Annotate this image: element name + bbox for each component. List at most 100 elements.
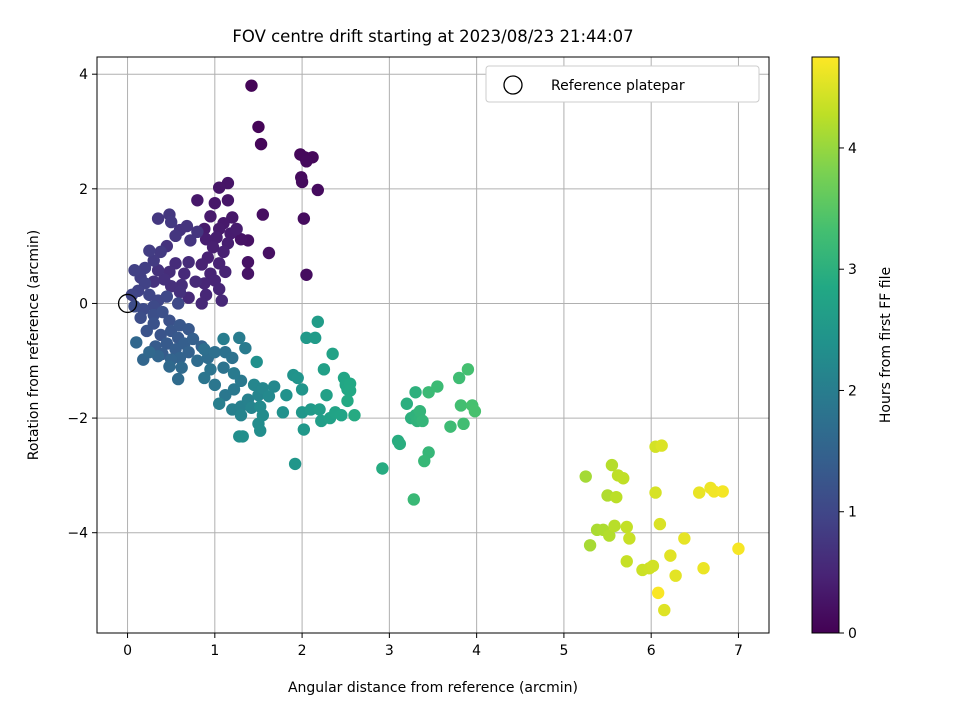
data-point bbox=[206, 241, 220, 254]
y-axis-label: Rotation from reference (arcmin) bbox=[26, 230, 42, 460]
data-point bbox=[348, 409, 361, 422]
data-point bbox=[175, 361, 188, 374]
data-point bbox=[191, 225, 204, 239]
data-point bbox=[173, 285, 187, 299]
data-point bbox=[217, 245, 230, 259]
data-point bbox=[189, 275, 202, 288]
data-point bbox=[295, 383, 309, 396]
plot-area bbox=[97, 57, 769, 633]
legend-box bbox=[485, 65, 760, 103]
data-point bbox=[184, 234, 197, 247]
data-point bbox=[697, 562, 710, 575]
data-point bbox=[215, 294, 228, 307]
data-point bbox=[583, 539, 597, 552]
data-point bbox=[603, 529, 616, 542]
x-axis-label: Angular distance from reference (arcmin) bbox=[288, 680, 578, 696]
data-point bbox=[605, 458, 619, 472]
data-point bbox=[300, 155, 313, 168]
data-points bbox=[125, 79, 745, 617]
x-axis-ticks: 0 1 2 3 4 5 6 7 bbox=[123, 633, 743, 659]
colorbar-tick-label: 4 bbox=[848, 141, 857, 157]
data-point bbox=[254, 137, 268, 151]
data-point bbox=[376, 462, 389, 475]
x-tick-label: 6 bbox=[647, 643, 656, 659]
data-point bbox=[707, 485, 721, 498]
data-point bbox=[250, 355, 263, 369]
data-point bbox=[620, 555, 633, 568]
data-point bbox=[335, 409, 348, 422]
data-point bbox=[130, 336, 143, 349]
y-axis-ticks: −4 −2 0 2 4 bbox=[67, 67, 97, 542]
data-point bbox=[256, 208, 270, 221]
colorbar-tick-label: 3 bbox=[848, 262, 857, 278]
data-point bbox=[252, 120, 265, 134]
colorbar-label: Hours from first FF file bbox=[878, 267, 894, 423]
y-tick-label: 4 bbox=[79, 67, 88, 83]
x-tick-label: 5 bbox=[559, 643, 568, 659]
data-point bbox=[182, 255, 195, 269]
data-point bbox=[239, 341, 252, 355]
data-point bbox=[579, 470, 592, 483]
data-point bbox=[169, 229, 182, 243]
data-point bbox=[160, 290, 174, 303]
data-point bbox=[254, 424, 267, 437]
data-point bbox=[191, 354, 204, 367]
data-point bbox=[191, 194, 204, 207]
data-point bbox=[297, 423, 311, 436]
data-point bbox=[195, 258, 208, 271]
data-point bbox=[208, 196, 222, 210]
data-point bbox=[219, 388, 232, 402]
reference-marker bbox=[117, 293, 138, 314]
data-point bbox=[212, 257, 226, 270]
data-point bbox=[649, 486, 662, 499]
y-tick-label: −4 bbox=[67, 526, 88, 542]
data-point bbox=[182, 291, 195, 304]
data-point bbox=[461, 363, 475, 376]
data-point bbox=[418, 454, 431, 468]
data-point bbox=[143, 288, 156, 302]
data-point bbox=[171, 372, 185, 386]
data-point bbox=[393, 437, 407, 451]
data-point bbox=[664, 549, 677, 562]
y-tick-label: 2 bbox=[79, 182, 88, 198]
data-point bbox=[154, 245, 167, 259]
data-point bbox=[217, 361, 230, 374]
data-point bbox=[732, 542, 745, 555]
data-point bbox=[143, 244, 156, 257]
data-point bbox=[262, 246, 276, 260]
x-tick-label: 1 bbox=[210, 643, 219, 659]
data-point bbox=[651, 586, 665, 600]
data-point bbox=[212, 397, 226, 410]
data-point bbox=[180, 219, 194, 233]
x-tick-label: 7 bbox=[734, 643, 743, 659]
data-point bbox=[186, 332, 200, 346]
data-point bbox=[212, 282, 226, 296]
data-point bbox=[311, 315, 324, 328]
data-point bbox=[297, 212, 311, 225]
data-point bbox=[163, 314, 176, 327]
data-point bbox=[280, 388, 293, 402]
data-point bbox=[617, 472, 630, 485]
data-point bbox=[300, 331, 313, 345]
data-point bbox=[608, 519, 621, 533]
data-point bbox=[620, 520, 633, 534]
data-point bbox=[407, 493, 420, 506]
data-point bbox=[308, 331, 322, 345]
legend-marker-reference bbox=[503, 75, 523, 95]
data-point bbox=[236, 430, 249, 443]
data-point bbox=[230, 222, 243, 236]
data-point bbox=[295, 175, 309, 189]
data-point bbox=[182, 345, 195, 359]
data-point bbox=[655, 439, 668, 452]
legend: Reference platepar bbox=[485, 65, 760, 103]
data-point bbox=[326, 347, 339, 361]
data-point bbox=[716, 485, 729, 498]
data-point bbox=[138, 261, 152, 275]
data-point bbox=[457, 417, 470, 431]
x-tick-label: 2 bbox=[298, 643, 307, 659]
data-point bbox=[422, 386, 435, 399]
data-point bbox=[234, 409, 248, 422]
data-point bbox=[195, 297, 208, 310]
data-point bbox=[154, 328, 167, 342]
